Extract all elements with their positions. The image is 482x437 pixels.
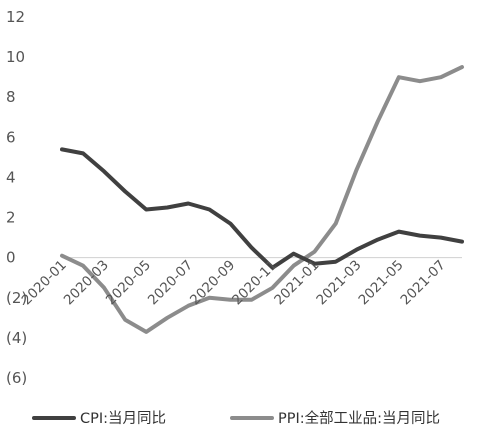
y-tick-label: 2 — [6, 209, 16, 227]
x-tick-label: 2021-05 — [355, 257, 406, 308]
y-tick-label: 12 — [6, 8, 25, 26]
legend: CPI:当月同比 PPI:全部工业品:当月同比 — [32, 409, 440, 427]
x-tick-label: 2020-03 — [61, 257, 112, 308]
y-tick-label: 8 — [6, 88, 16, 106]
x-tick-label: 2020-01 — [19, 257, 70, 308]
y-tick-label: 6 — [6, 128, 16, 146]
x-tick-label: 2020-05 — [103, 257, 154, 308]
legend-label: PPI:全部工业品:当月同比 — [278, 409, 440, 427]
legend-label: CPI:当月同比 — [80, 410, 166, 427]
y-tick-label: 0 — [6, 249, 16, 267]
x-tick-label: 2020-11 — [229, 257, 280, 308]
y-tick-label: (4) — [6, 329, 27, 347]
ppi-series-line — [60, 65, 464, 334]
x-tick-label: 2020-07 — [145, 257, 196, 308]
y-axis-tick-labels: 12 10 8 6 4 2 0 (2) (4) (6) — [6, 8, 27, 387]
y-tick-label: (2) — [6, 289, 27, 307]
cpi-series-line — [60, 147, 464, 270]
y-tick-label: 4 — [6, 168, 16, 186]
series-lines — [60, 65, 464, 334]
y-tick-label: (6) — [6, 369, 27, 387]
y-tick-label: 10 — [6, 48, 25, 66]
x-tick-label: 2021-07 — [398, 257, 449, 308]
